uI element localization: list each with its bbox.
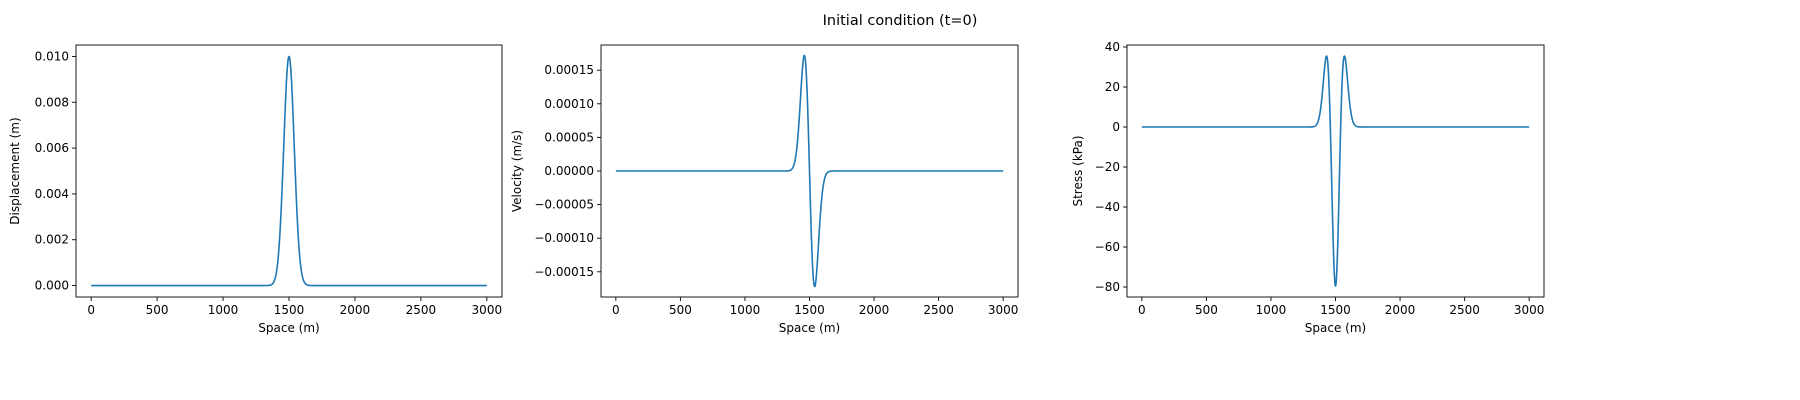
stress-y-tick-label: 40 [1105,40,1120,54]
velocity-y-tick-label: −0.00010 [534,231,594,245]
displacement-y-axis-label: Displacement (m) [8,117,22,224]
figure-title: Initial condition (t=0) [823,13,978,29]
stress-panel: 0 500 1000 1500 2000 2500 3000 −80 −60 −40 −20 0 20 4… [1071,40,1545,335]
displacement-x-tick-label: 500 [146,303,169,317]
displacement-x-tick-label: 0 [87,303,95,317]
stress-y-tick-label: −40 [1095,200,1120,214]
stress-x-tick-label: 3000 [1514,303,1545,317]
stress-y-tick-label: 20 [1105,80,1120,94]
velocity-y-tick-label: −0.00005 [534,198,594,212]
stress-x-axis-label: Space (m) [1305,321,1366,335]
stress-x-tick-label: 0 [1138,303,1146,317]
velocity-x-axis-label: Space (m) [779,321,840,335]
stress-x-tick-label: 500 [1195,303,1218,317]
displacement-y-tick-label: 0.006 [35,141,69,155]
velocity-panel: 0 500 1000 1500 2000 2500 3000 −0.00015 −0.00010… [510,44,1019,335]
displacement-series-line [90,55,488,287]
stress-y-tick-label: −20 [1095,160,1120,174]
stress-x-tick-label: 2500 [1449,303,1480,317]
velocity-y-tick-label: −0.00015 [534,265,594,279]
displacement-x-tick-label: 2000 [340,303,371,317]
stress-x-tick-label: 1500 [1320,303,1351,317]
velocity-x-tick-label: 0 [612,303,620,317]
velocity-x-tick-label: 1000 [730,303,761,317]
displacement-x-tick-label: 3000 [472,303,503,317]
displacement-x-tick-label: 2500 [406,303,437,317]
displacement-y-tick-label: 0.002 [35,233,69,247]
displacement-y-tick-label: 0.004 [35,187,69,201]
displacement-y-tick-label: 0.008 [35,95,69,109]
velocity-x-tick-label: 500 [669,303,692,317]
velocity-y-tick-label: 0.00010 [544,97,594,111]
displacement-x-tick-label: 1500 [274,303,305,317]
displacement-panel: 0 500 1000 1500 2000 2500 3000 0.000 0.002 0.004 0… [8,44,503,335]
stress-series-line [1141,55,1530,287]
stress-y-axis-label: Stress (kPa) [1071,135,1085,206]
velocity-y-tick-label: 0.00000 [544,164,594,178]
stress-y-tick-label: −80 [1095,280,1120,294]
velocity-y-tick-label: 0.00005 [544,130,594,144]
velocity-series-line [615,54,1004,288]
stress-x-tick-label: 1000 [1256,303,1287,317]
velocity-x-tick-label: 1500 [794,303,825,317]
velocity-y-tick-label: 0.00015 [544,63,594,77]
stress-x-tick-label: 2000 [1385,303,1416,317]
velocity-x-tick-label: 2500 [923,303,954,317]
stress-y-tick-label: −60 [1095,240,1120,254]
stress-y-tick-label: 0 [1112,120,1120,134]
displacement-y-tick-label: 0.000 [35,279,69,293]
velocity-x-tick-label: 3000 [988,303,1019,317]
velocity-y-axis-label: Velocity (m/s) [510,130,524,212]
displacement-y-tick-label: 0.010 [35,49,69,63]
displacement-x-axis-label: Space (m) [258,321,319,335]
displacement-x-tick-label: 1000 [208,303,239,317]
velocity-x-tick-label: 2000 [859,303,890,317]
